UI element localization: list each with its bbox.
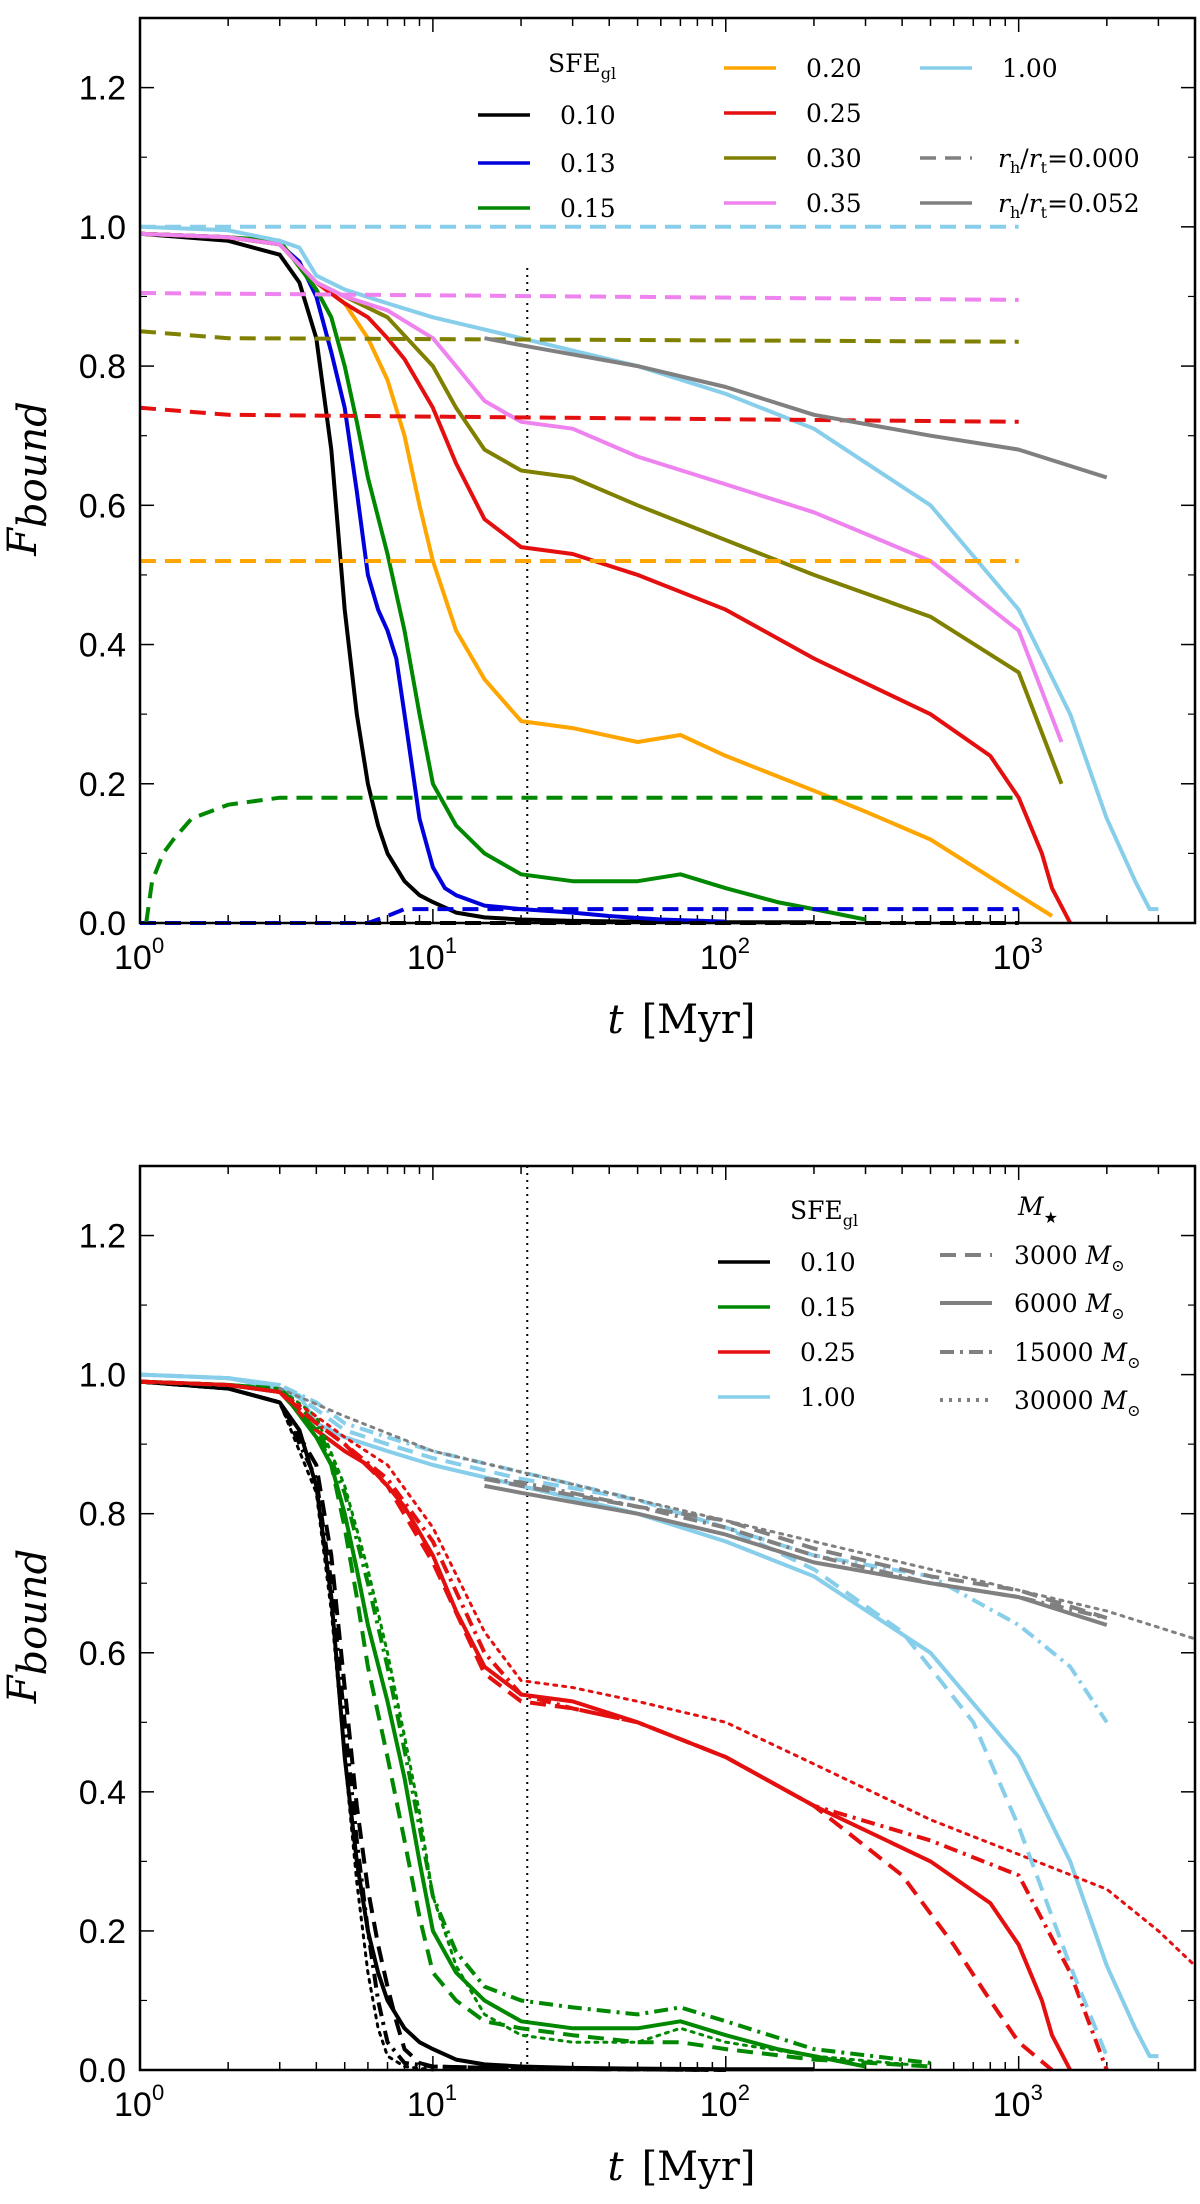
x-tick-label: 10 xyxy=(114,2086,152,2124)
series-line xyxy=(140,1379,814,2072)
series-line xyxy=(484,1476,1108,1620)
legend-label: rh/rt=0.000 xyxy=(998,144,1140,177)
legend-label: 0.15 xyxy=(800,1293,856,1322)
y-tick-label: 1.2 xyxy=(79,70,126,108)
series-line xyxy=(144,795,1019,924)
axes-frame xyxy=(138,16,1197,925)
legend-title: SFEgl xyxy=(548,49,616,83)
legend-label: 0.25 xyxy=(806,99,862,128)
y-axis-label: Fbound xyxy=(0,1549,56,1705)
x-tick-exponent: 0 xyxy=(152,933,164,958)
series-line xyxy=(140,231,1064,743)
bottom-panel: 10 0 10 1 10 2 10 30.00.20.40.60.81.01.2t [Myr]F… xyxy=(0,1164,1197,2190)
series-line xyxy=(140,231,1064,785)
legend-label: 1.00 xyxy=(800,1383,856,1412)
y-tick-label: 0.2 xyxy=(79,766,126,804)
series-line xyxy=(140,1380,1195,1968)
series-line xyxy=(140,224,1159,912)
y-tick-label: 0.6 xyxy=(79,1635,126,1673)
y-tick-label: 1.2 xyxy=(79,1218,126,1256)
top-panel: 10 0 10 1 10 2 10 30.00.20.40.60.81.01.2t [Myr]F… xyxy=(0,16,1197,1043)
y-tick-label: 1.0 xyxy=(79,209,126,247)
x-tick-label: 10 xyxy=(407,2086,445,2124)
x-tick-exponent: 2 xyxy=(738,2080,750,2105)
series-line xyxy=(140,231,1054,918)
y-tick-label: 0.2 xyxy=(79,1913,126,1951)
y-tick-label: 0.0 xyxy=(79,2052,126,2090)
legend-label: 3000 M⊙ xyxy=(1014,1241,1125,1275)
series-line xyxy=(484,336,1108,480)
legend-label: 0.13 xyxy=(560,149,616,178)
series-line xyxy=(140,1372,1109,1724)
x-tick-exponent: 1 xyxy=(445,2080,457,2105)
legend-label: rh/rt=0.052 xyxy=(998,189,1140,222)
series-line xyxy=(484,1476,1108,1620)
x-tick-label: 10 xyxy=(114,939,152,977)
series-line xyxy=(140,1379,1072,2071)
series-line xyxy=(140,1379,931,2069)
series-line xyxy=(278,1387,1195,1641)
series-group xyxy=(140,224,1159,925)
x-tick-exponent: 3 xyxy=(1031,2080,1043,2105)
x-tick-exponent: 0 xyxy=(152,2080,164,2105)
series-line xyxy=(140,405,1019,424)
legend-label: 0.25 xyxy=(800,1338,856,1367)
y-tick-label: 0.8 xyxy=(79,1496,126,1534)
y-tick-label: 0.8 xyxy=(79,348,126,386)
legend-label: 1.00 xyxy=(1002,54,1058,83)
legend-label: 0.35 xyxy=(806,189,862,218)
x-axis-label: t [Myr] xyxy=(608,997,756,1043)
legend: SFEgl 0.10 0.13 0.15 0.20 0.25 0.30 0.35 1.00 rh/… xyxy=(478,49,1140,223)
x-tick-exponent: 2 xyxy=(738,933,750,958)
axes-frame xyxy=(138,1164,1197,2072)
series-line xyxy=(140,329,1019,344)
x-tick-label: 10 xyxy=(407,939,445,977)
series-line xyxy=(484,1483,1108,1627)
series-line xyxy=(140,1379,931,2065)
series-line xyxy=(140,1380,435,2072)
x-tick-label: 10 xyxy=(700,2086,738,2124)
y-tick-label: 0.6 xyxy=(79,487,126,525)
y-tick-label: 0.4 xyxy=(79,627,126,665)
series-line xyxy=(140,1379,726,2072)
legend-title: SFEgl xyxy=(790,1196,858,1230)
x-axis-label: t [Myr] xyxy=(608,2144,756,2190)
series-group xyxy=(140,1372,1195,2072)
series-line xyxy=(140,1379,1109,2071)
legend-label: 0.10 xyxy=(560,101,616,130)
series-line xyxy=(140,231,814,925)
legend-label: 0.20 xyxy=(806,54,862,83)
x-tick-label: 10 xyxy=(700,939,738,977)
legend-label: 0.10 xyxy=(800,1248,856,1277)
x-tick-label: 10 xyxy=(993,2086,1031,2124)
y-tick-label: 0.0 xyxy=(79,905,126,943)
y-axis-label: Fbound xyxy=(0,401,56,557)
x-tick-label: 10 xyxy=(993,939,1031,977)
legend-label: 0.15 xyxy=(560,194,616,223)
y-tick-label: 1.0 xyxy=(79,1357,126,1395)
series-line xyxy=(140,1379,1054,2072)
x-tick-exponent: 1 xyxy=(445,933,457,958)
series-line xyxy=(140,1372,1159,2059)
legend-label: 30000 M⊙ xyxy=(1014,1386,1141,1420)
y-tick-label: 0.4 xyxy=(79,1774,126,1812)
series-line xyxy=(140,1379,726,2072)
series-line xyxy=(140,291,1019,302)
legend-label: 15000 M⊙ xyxy=(1014,1338,1141,1372)
legend-label: 0.30 xyxy=(806,144,862,173)
x-tick-exponent: 3 xyxy=(1031,933,1043,958)
series-line xyxy=(140,1379,866,2069)
legend: SFEgl 0.10 0.15 0.25 1.00 M★ 3000 M⊙ 6000 M⊙ 150… xyxy=(718,1192,1141,1420)
legend-mass-title: M★ xyxy=(1017,1192,1058,1227)
legend-label: 6000 M⊙ xyxy=(1014,1289,1125,1323)
series-line xyxy=(140,231,866,922)
